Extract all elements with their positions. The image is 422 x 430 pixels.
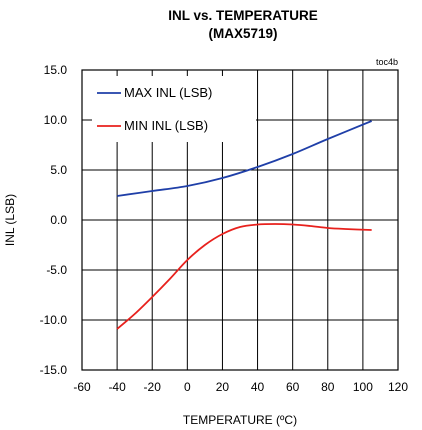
x-tick-label: -40	[108, 380, 126, 394]
y-tick-label: -10.0	[40, 313, 68, 327]
x-tick-label: 80	[321, 380, 335, 394]
legend-label-min: MIN INL (LSB)	[124, 118, 208, 133]
legend-label-max: MAX INL (LSB)	[124, 85, 212, 100]
y-tick-labels: 15.0 10.0 5.0 0.0 -5.0 -10.0 -15.0	[40, 63, 68, 377]
series-lines	[116, 120, 373, 330]
x-tick-label: 20	[216, 380, 230, 394]
legend-box	[92, 76, 256, 142]
x-tick-label: 40	[251, 380, 265, 394]
y-tick-label: -5.0	[46, 263, 67, 277]
x-tick-label: -20	[144, 380, 162, 394]
y-tick-label: 0.0	[50, 213, 67, 227]
plot-frame	[81, 69, 399, 371]
x-tick-labels: -60 -40 -20 0 20 40 60 80 100 120	[73, 380, 408, 394]
legend: MAX INL (LSB) MIN INL (LSB)	[92, 76, 256, 142]
y-axis-label: INL (LSB)	[3, 194, 17, 246]
y-tick-label: 15.0	[44, 63, 68, 77]
x-tick-label: 60	[286, 380, 300, 394]
x-axis-label: TEMPERATURE (ºC)	[183, 413, 297, 427]
y-tick-label: 10.0	[44, 113, 68, 127]
x-tick-label: 120	[388, 380, 408, 394]
x-tick-label: 0	[184, 380, 191, 394]
x-tick-label: 100	[353, 380, 373, 394]
y-tick-label: 5.0	[50, 163, 67, 177]
chart-title: INL vs. TEMPERATURE	[168, 8, 318, 23]
series-max-inl-line	[116, 120, 373, 197]
series-min-inl-line	[116, 223, 372, 330]
y-tick-label: -15.0	[40, 363, 68, 377]
chart-tag: toc4b	[376, 57, 398, 67]
x-tick-label: -60	[73, 380, 91, 394]
chart-subtitle: (MAX5719)	[208, 26, 277, 41]
